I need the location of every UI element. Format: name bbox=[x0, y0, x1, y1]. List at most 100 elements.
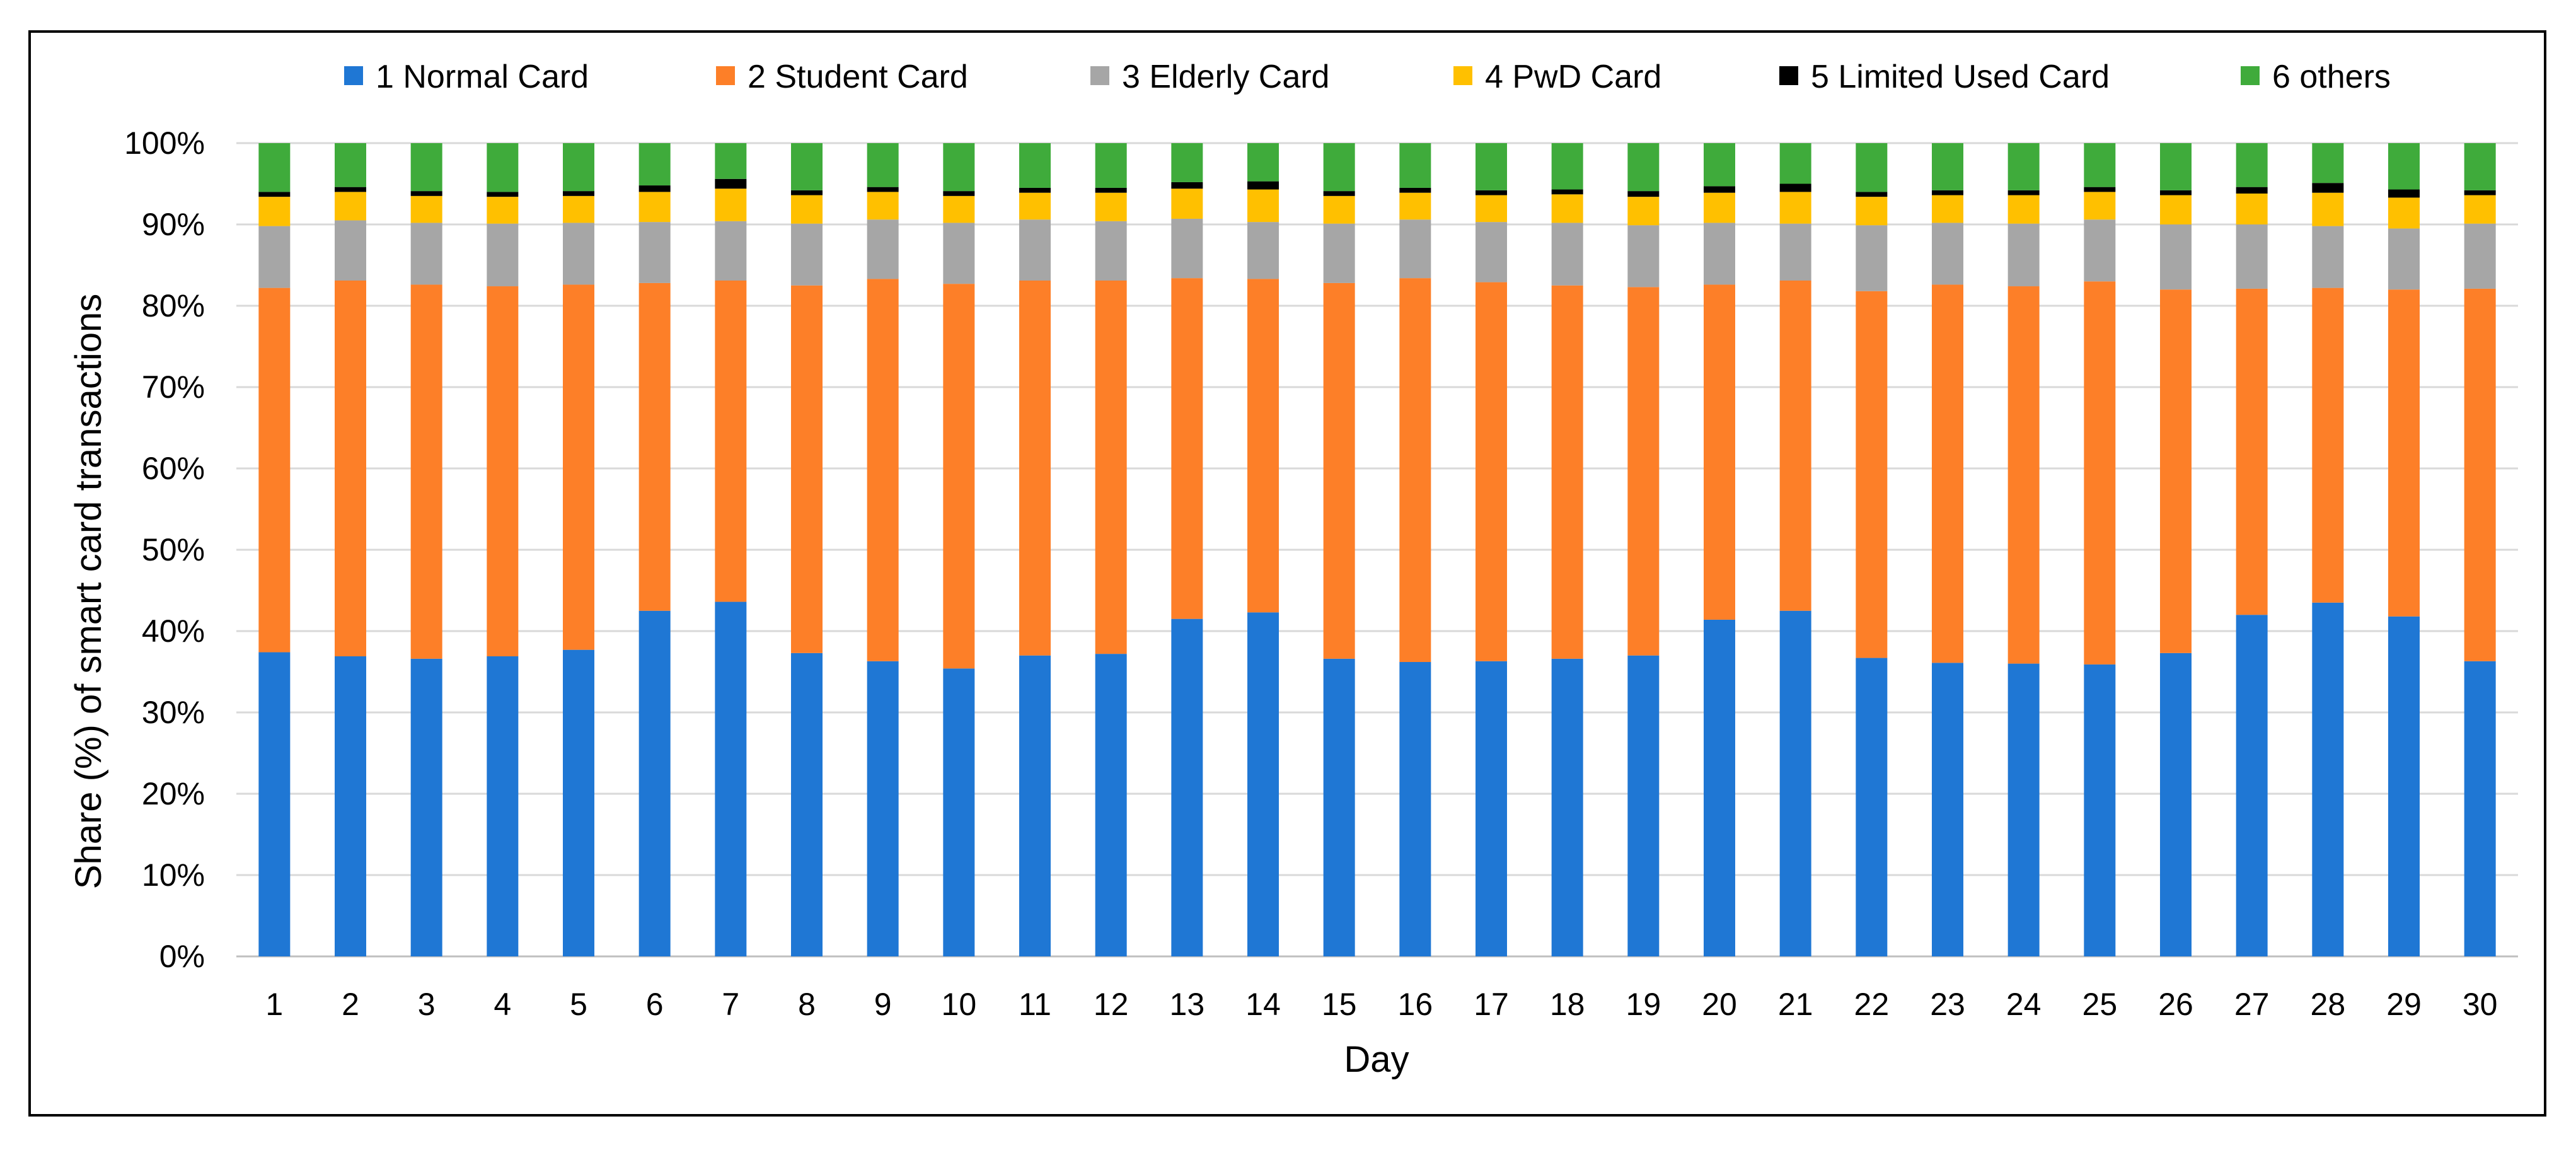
legend-label: 4 PwD Card bbox=[1485, 59, 1661, 95]
bar-segment-series-3 bbox=[638, 222, 671, 283]
x-tick-label: 16 bbox=[1398, 987, 1433, 1022]
bar-segment-series-6 bbox=[715, 143, 747, 179]
bar-segment-series-4 bbox=[1399, 192, 1431, 220]
bar-segment-series-2 bbox=[1704, 284, 1735, 620]
bar-segment-series-2 bbox=[715, 281, 747, 602]
bar-segment-series-5 bbox=[715, 178, 747, 189]
bar-segment-series-6 bbox=[2007, 143, 2040, 190]
bar-stack-day-1 bbox=[258, 143, 291, 956]
bar-segment-series-6 bbox=[258, 143, 291, 192]
bar-segment-series-3 bbox=[2236, 224, 2268, 289]
bar-segment-series-6 bbox=[2388, 143, 2420, 190]
bar-segment-series-5 bbox=[1704, 186, 1735, 193]
bar-segment-series-3 bbox=[943, 223, 975, 284]
legend-label: 1 Normal Card bbox=[376, 59, 589, 95]
bar-segment-series-4 bbox=[1704, 192, 1735, 223]
bar-segment-series-1 bbox=[1247, 612, 1279, 956]
bar-segment-series-6 bbox=[867, 143, 899, 187]
bar-segment-series-4 bbox=[2084, 192, 2116, 220]
legend-swatch bbox=[716, 66, 735, 85]
bar-segment-series-3 bbox=[1856, 225, 1888, 291]
bar-stack-day-6 bbox=[638, 143, 671, 956]
bar-segment-series-3 bbox=[2084, 219, 2116, 282]
bar-stack-day-19 bbox=[1627, 143, 1660, 956]
bar-segment-series-2 bbox=[335, 281, 366, 656]
bar-segment-series-6 bbox=[2084, 143, 2116, 187]
bar-segment-series-3 bbox=[410, 223, 442, 285]
bar-segment-series-3 bbox=[2007, 223, 2040, 287]
bar-stack-day-30 bbox=[2464, 143, 2496, 956]
bar-segment-series-2 bbox=[2388, 289, 2420, 617]
bar-segment-series-5 bbox=[563, 191, 594, 196]
bar-segment-series-5 bbox=[1779, 183, 1811, 192]
bar-segment-series-2 bbox=[1247, 279, 1279, 613]
bar-segment-series-6 bbox=[1323, 143, 1355, 192]
bar-segment-series-5 bbox=[2236, 187, 2268, 194]
bar-segment-series-5 bbox=[791, 190, 823, 195]
bar-segment-series-3 bbox=[258, 226, 291, 288]
bar-segment-series-3 bbox=[2312, 226, 2344, 288]
bar-segment-series-3 bbox=[1019, 219, 1051, 281]
bar-stack-day-8 bbox=[791, 143, 823, 956]
bar-stack-day-2 bbox=[335, 143, 366, 956]
legend-item-3: 3 Elderly Card bbox=[1090, 59, 1329, 95]
bar-segment-series-2 bbox=[1932, 284, 1963, 663]
y-tick-label: 0% bbox=[159, 939, 205, 974]
bar-segment-series-1 bbox=[2084, 664, 2116, 956]
x-tick-label: 21 bbox=[1778, 987, 1813, 1022]
bar-segment-series-5 bbox=[2084, 187, 2116, 192]
bar-segment-series-4 bbox=[2007, 195, 2040, 224]
bar-segment-series-4 bbox=[1171, 189, 1203, 219]
bar-stack-day-27 bbox=[2236, 143, 2268, 956]
bar-segment-series-2 bbox=[1856, 291, 1888, 658]
bar-segment-series-4 bbox=[715, 189, 747, 221]
bar-segment-series-3 bbox=[1247, 222, 1279, 279]
bar-segment-series-2 bbox=[2084, 281, 2116, 665]
bar-segment-series-4 bbox=[1627, 197, 1660, 226]
bar-stack-day-26 bbox=[2160, 143, 2192, 956]
x-tick-label: 4 bbox=[494, 987, 511, 1022]
x-tick-label: 3 bbox=[418, 987, 436, 1022]
legend-item-5: 5 Limited Used Card bbox=[1779, 59, 2110, 95]
x-tick-label: 23 bbox=[1930, 987, 1965, 1022]
x-tick-label: 29 bbox=[2386, 987, 2422, 1022]
bar-segment-series-1 bbox=[335, 656, 366, 956]
bar-segment-series-6 bbox=[638, 143, 671, 186]
bar-segment-series-1 bbox=[1171, 618, 1203, 956]
bar-stack-day-3 bbox=[410, 143, 442, 956]
bar-segment-series-5 bbox=[258, 192, 291, 197]
bar-segment-series-1 bbox=[715, 601, 747, 956]
bar-stack-day-21 bbox=[1779, 143, 1811, 956]
bar-segment-series-3 bbox=[1704, 223, 1735, 285]
x-tick-label: 12 bbox=[1094, 987, 1129, 1022]
legend-swatch bbox=[1453, 66, 1472, 85]
bar-segment-series-4 bbox=[2236, 193, 2268, 224]
bar-segment-series-5 bbox=[1019, 187, 1051, 193]
bar-segment-series-1 bbox=[2464, 661, 2496, 956]
x-tick-label: 7 bbox=[722, 987, 739, 1022]
bar-segment-series-5 bbox=[2160, 190, 2192, 195]
bar-segment-series-4 bbox=[2464, 195, 2496, 224]
chart-frame bbox=[28, 30, 2546, 1117]
bar-segment-series-5 bbox=[1399, 187, 1431, 193]
bar-segment-series-4 bbox=[410, 195, 442, 223]
bar-segment-series-3 bbox=[1399, 219, 1431, 279]
bar-segment-series-3 bbox=[1095, 221, 1127, 281]
bar-segment-series-5 bbox=[1247, 181, 1279, 190]
y-tick-label: 90% bbox=[142, 207, 205, 242]
bar-segment-series-1 bbox=[2312, 602, 2344, 956]
bar-segment-series-4 bbox=[2312, 192, 2344, 226]
bar-segment-series-5 bbox=[335, 187, 366, 192]
bar-segment-series-6 bbox=[1779, 143, 1811, 184]
bar-segment-series-2 bbox=[2464, 288, 2496, 661]
bar-stack-day-16 bbox=[1399, 143, 1431, 956]
bar-segment-series-1 bbox=[1019, 655, 1051, 956]
bar-segment-series-4 bbox=[867, 192, 899, 220]
y-tick-label: 80% bbox=[142, 288, 205, 323]
bar-segment-series-5 bbox=[1095, 187, 1127, 193]
bar-segment-series-3 bbox=[715, 221, 747, 281]
x-tick-label: 15 bbox=[1322, 987, 1357, 1022]
bar-segment-series-6 bbox=[2160, 143, 2192, 190]
bar-stack-day-14 bbox=[1247, 143, 1279, 956]
bar-segment-series-6 bbox=[943, 143, 975, 192]
